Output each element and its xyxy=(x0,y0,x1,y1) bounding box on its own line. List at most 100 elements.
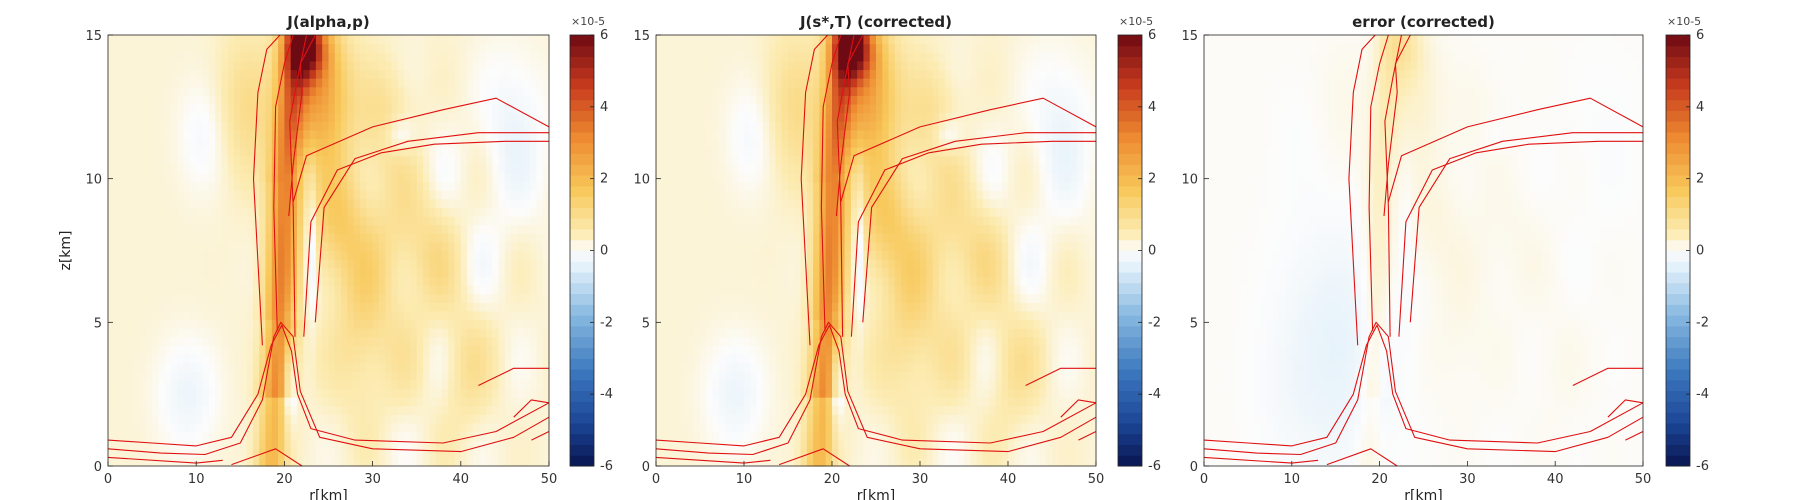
heatmap-cell xyxy=(718,103,726,114)
heatmap-cell xyxy=(530,310,537,321)
heatmap-cell xyxy=(378,112,386,122)
heatmap-cell xyxy=(341,379,348,390)
heatmap-cell xyxy=(410,172,418,183)
heatmap-cell xyxy=(492,276,500,286)
heatmap-cell xyxy=(271,345,279,355)
heatmap-cell xyxy=(328,95,336,105)
heatmap-cell xyxy=(416,112,424,122)
heatmap-cell xyxy=(240,138,248,148)
heatmap-cell xyxy=(360,112,367,122)
heatmap-cell xyxy=(183,138,191,148)
heatmap-cell xyxy=(429,440,437,450)
heatmap-cell xyxy=(750,207,758,217)
heatmap-cell xyxy=(404,43,411,53)
heatmap-cell xyxy=(133,250,141,260)
heatmap-cell xyxy=(297,371,304,381)
heatmap-cell xyxy=(114,172,122,183)
heatmap-cell xyxy=(208,43,216,53)
heatmap-cell xyxy=(353,60,361,71)
heatmap-cell xyxy=(435,60,443,71)
heatmap-cell xyxy=(718,155,726,165)
heatmap-cell xyxy=(133,388,141,398)
heatmap-cell xyxy=(454,121,462,131)
heatmap-cell xyxy=(700,310,707,321)
heatmap-cell xyxy=(177,78,185,88)
heatmap-cell xyxy=(133,267,141,277)
heatmap-cell xyxy=(762,129,770,140)
heatmap-cell xyxy=(391,293,399,303)
heatmap-cell xyxy=(813,43,821,53)
heatmap-cell xyxy=(410,336,418,346)
heatmap-cell xyxy=(183,172,191,183)
heatmap-cell xyxy=(775,172,783,183)
heatmap-cell xyxy=(674,155,682,165)
heatmap-cell xyxy=(334,164,342,174)
heatmap-cell xyxy=(819,198,827,208)
heatmap-cell xyxy=(674,147,682,157)
heatmap-cell xyxy=(448,379,456,390)
heatmap-cell xyxy=(353,405,361,415)
heatmap-cell xyxy=(284,302,292,312)
heatmap-cell xyxy=(347,241,355,252)
heatmap-cell xyxy=(322,216,330,226)
heatmap-cell xyxy=(467,241,474,252)
heatmap-cell xyxy=(246,328,254,338)
heatmap-cell xyxy=(297,345,304,355)
heatmap-cell xyxy=(347,440,355,450)
heatmap-cell xyxy=(284,69,292,79)
heatmap-cell xyxy=(372,457,380,467)
heatmap-cell xyxy=(196,60,204,71)
heatmap-cell xyxy=(259,35,267,45)
heatmap-cell xyxy=(164,397,172,407)
heatmap-cell xyxy=(183,35,191,45)
heatmap-cell xyxy=(769,448,777,458)
heatmap-cell xyxy=(788,138,795,148)
heatmap-cell xyxy=(674,276,682,286)
heatmap-cell xyxy=(366,448,374,458)
heatmap-cell xyxy=(227,138,235,148)
heatmap-cell xyxy=(681,138,689,148)
heatmap-cell xyxy=(360,233,367,243)
heatmap-cell xyxy=(152,259,159,269)
heatmap-cell xyxy=(158,198,166,208)
heatmap-cell xyxy=(139,198,147,208)
heatmap-cell xyxy=(221,78,229,88)
heatmap-cell xyxy=(391,440,399,450)
heatmap-cell xyxy=(737,431,745,441)
heatmap-cell xyxy=(202,397,210,407)
heatmap-cell xyxy=(171,336,178,346)
heatmap-cell xyxy=(504,405,512,415)
heatmap-cell xyxy=(762,216,770,226)
heatmap-cell xyxy=(265,448,273,458)
heatmap-cell xyxy=(158,259,166,269)
heatmap-cell xyxy=(171,405,178,415)
heatmap-cell xyxy=(435,241,443,252)
heatmap-cell xyxy=(315,43,323,53)
heatmap-cell xyxy=(819,164,827,174)
heatmap-cell xyxy=(183,69,191,79)
heatmap-cell xyxy=(133,371,141,381)
heatmap-cell xyxy=(806,112,814,122)
heatmap-cell xyxy=(530,43,537,53)
heatmap-cell xyxy=(278,241,285,252)
heatmap-cell xyxy=(794,414,802,424)
heatmap-cell xyxy=(762,422,770,433)
heatmap-cell xyxy=(189,302,197,312)
heatmap-cell xyxy=(297,155,304,165)
heatmap-cell xyxy=(530,371,537,381)
heatmap-cell xyxy=(423,198,430,208)
heatmap-cell xyxy=(448,259,456,269)
heatmap-cell xyxy=(171,198,178,208)
heatmap-cell xyxy=(744,190,751,200)
heatmap-cell xyxy=(712,405,720,415)
heatmap-cell xyxy=(662,267,670,277)
heatmap-cell xyxy=(498,457,506,467)
heatmap-cell xyxy=(309,121,317,131)
heatmap-cell xyxy=(700,172,707,183)
heatmap-cell xyxy=(334,422,342,433)
heatmap-cell xyxy=(825,336,833,346)
colorbar-segment xyxy=(570,272,594,284)
heatmap-cell xyxy=(781,52,789,62)
heatmap-cell xyxy=(391,198,399,208)
